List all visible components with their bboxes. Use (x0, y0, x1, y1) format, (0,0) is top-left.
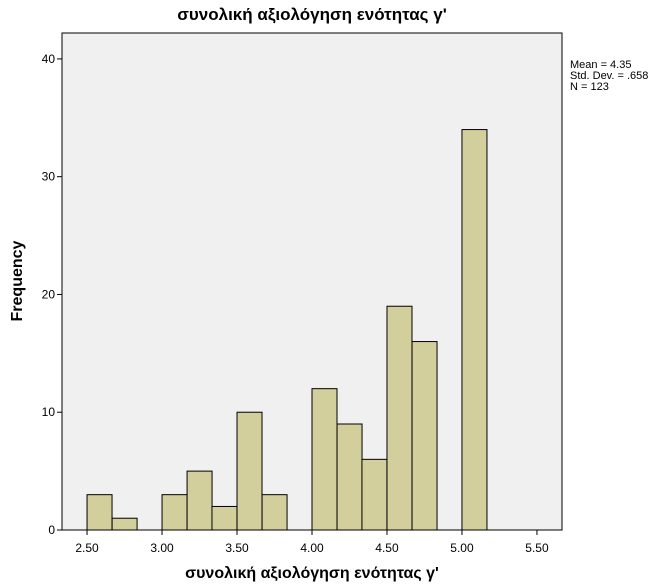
x-tick-label-2: 3.50 (225, 541, 249, 555)
y-tick-label-4: 40 (42, 52, 56, 66)
y-tick-label-1: 10 (42, 405, 56, 419)
y-tick-label-0: 0 (48, 523, 55, 537)
stats-n: N = 123 (570, 81, 609, 93)
histogram-bar-6 (236, 411, 263, 531)
stats-legend: Mean = 4.35 Std. Dev. = .658 N = 123 (570, 60, 648, 93)
x-tick-label-4: 4.50 (375, 541, 399, 555)
x-axis-label: συνολική αξιολόγηση ενότητας γ' (185, 565, 439, 582)
stats-std-dev: Std. Dev. = .658 (570, 70, 649, 82)
y-tick-label-3: 30 (42, 170, 56, 184)
x-tick-label-6: 5.50 (525, 541, 549, 555)
histogram-bar-3 (161, 494, 188, 531)
chart-title: συνολική αξιολόγηση ενότητας γ' (177, 5, 447, 24)
histogram-bar-10 (336, 423, 363, 531)
x-tick-label-3: 4.00 (300, 541, 324, 555)
histogram-bar-1 (111, 517, 138, 531)
histogram-bar-4 (186, 470, 213, 531)
histogram-bar-0 (86, 494, 113, 531)
x-tick-label-1: 3.00 (150, 541, 174, 555)
histogram-bar-9 (311, 388, 338, 531)
histogram-bar-12 (386, 305, 413, 531)
histogram-bar-5 (211, 505, 238, 531)
y-axis-label: Frequency (9, 240, 26, 322)
stats-mean: Mean = 4.35 (570, 59, 632, 71)
x-tick-label-5: 5.00 (450, 541, 474, 555)
histogram-bar-7 (261, 494, 288, 531)
x-tick-label-0: 2.50 (75, 541, 99, 555)
histogram-bar-15 (461, 129, 488, 531)
y-tick-label-2: 20 (42, 287, 56, 301)
histogram-bar-11 (361, 458, 388, 531)
histogram-bar-13 (411, 341, 438, 531)
